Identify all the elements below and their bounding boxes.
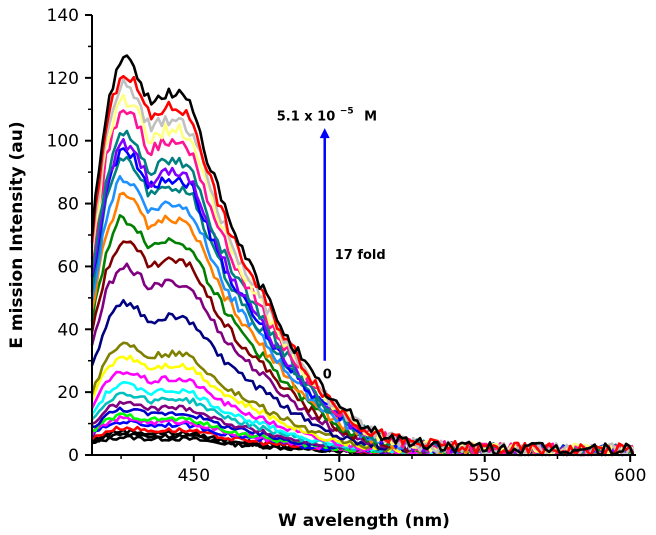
axes-layer bbox=[91, 15, 636, 456]
y-tick-label: 60 bbox=[57, 257, 79, 277]
y-tick-label: 80 bbox=[57, 195, 79, 215]
concentration-base: 5.1 x 10 bbox=[277, 110, 336, 125]
x-tick-label: 550 bbox=[469, 466, 501, 486]
series-layer bbox=[90, 54, 635, 457]
ticks-layer: 450 500 550 600 0 20 40 60 80 100 120 140 bbox=[47, 6, 647, 486]
x-tick-label: 500 bbox=[323, 466, 355, 486]
y-tick-label: 120 bbox=[47, 69, 79, 89]
y-tick-label: 0 bbox=[68, 446, 79, 466]
series-line-21 bbox=[90, 155, 634, 457]
series-line-29 bbox=[90, 54, 635, 457]
zero-concentration-label: 0 bbox=[323, 367, 332, 382]
fold-label: 17 fold bbox=[335, 248, 386, 263]
x-tick-label: 600 bbox=[614, 466, 646, 486]
y-tick-label: 20 bbox=[57, 383, 79, 403]
x-axis-title: W avelength (nm) bbox=[278, 511, 450, 531]
y-tick-label: 140 bbox=[47, 6, 79, 26]
concentration-label: 5.1 x 10 −5 M bbox=[277, 103, 377, 125]
series-line-28 bbox=[90, 74, 635, 457]
y-tick-label: 40 bbox=[57, 320, 79, 340]
y-axis-title: E mission Intensity (au) bbox=[7, 121, 27, 348]
concentration-exponent: −5 bbox=[340, 107, 354, 117]
concentration-unit: M bbox=[364, 110, 377, 125]
y-tick-label: 100 bbox=[47, 132, 79, 152]
arrow-layer bbox=[319, 128, 330, 361]
x-tick-label: 450 bbox=[178, 466, 210, 486]
increase-arrow-head bbox=[319, 128, 330, 139]
series-line-19 bbox=[90, 191, 635, 457]
